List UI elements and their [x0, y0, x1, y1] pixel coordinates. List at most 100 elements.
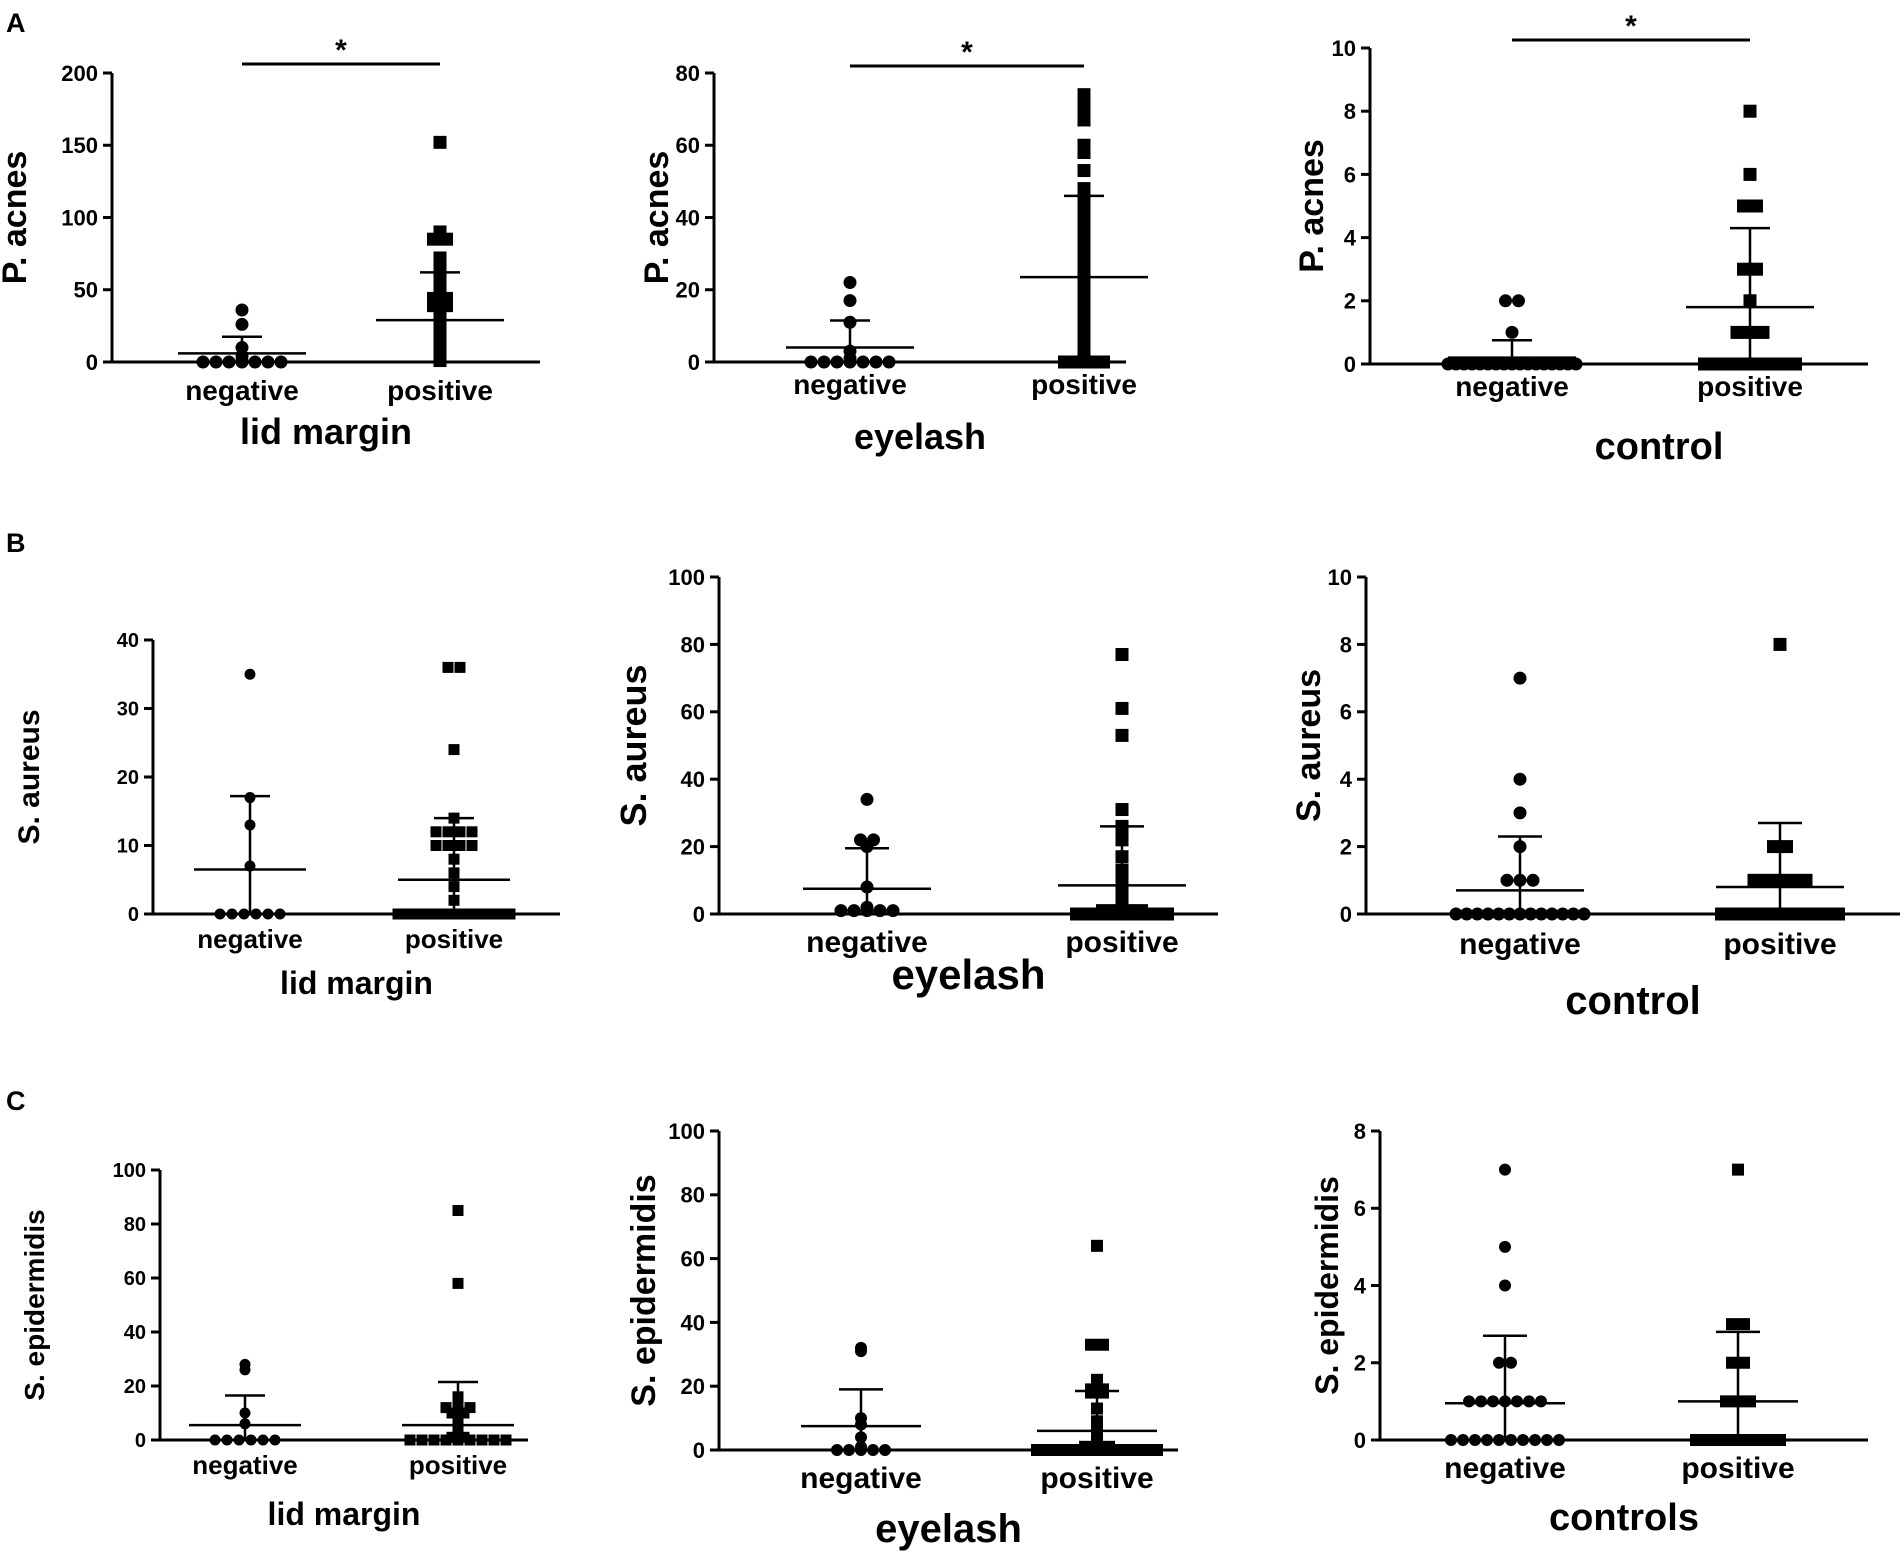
data-point — [831, 1444, 843, 1456]
y-tick-label: 60 — [124, 1268, 146, 1290]
data-point — [222, 355, 236, 369]
data-point — [442, 840, 454, 851]
x-tick-label-negative: negative — [806, 926, 928, 959]
data-point — [1505, 325, 1519, 339]
y-tick-label: 80 — [681, 632, 705, 657]
data-point — [1061, 1444, 1073, 1456]
data-point — [1732, 1163, 1744, 1176]
x-tick-label-negative: negative — [1459, 928, 1581, 961]
data-point — [1743, 104, 1757, 118]
data-point — [1081, 1444, 1093, 1456]
data-point — [1097, 1386, 1109, 1399]
data-point — [1077, 88, 1091, 102]
data-point — [1475, 1395, 1487, 1408]
data-point — [1569, 357, 1583, 371]
data-point — [1741, 907, 1754, 921]
data-point — [466, 840, 478, 851]
x-axis-title: eyelash — [891, 951, 1045, 998]
y-tick-label: 40 — [117, 630, 139, 652]
x-tick-label-negative: negative — [185, 375, 299, 406]
series-negative — [189, 1358, 301, 1446]
data-point — [1690, 1434, 1702, 1446]
data-point — [1513, 671, 1527, 685]
series-negative — [803, 792, 931, 918]
y-tick-label: 20 — [681, 1374, 705, 1399]
x-axis-title: eyelash — [854, 416, 986, 457]
data-point — [1724, 357, 1737, 371]
data-point — [239, 1364, 251, 1376]
panel-label-b: B — [6, 528, 26, 558]
data-point — [1500, 873, 1514, 887]
data-point — [1499, 1279, 1511, 1292]
data-point — [1786, 873, 1800, 887]
data-point — [1726, 1318, 1738, 1331]
y-tick-label: 0 — [1354, 1428, 1366, 1453]
y-tick-label: 20 — [681, 835, 705, 860]
data-point — [886, 904, 900, 918]
data-point — [454, 840, 466, 851]
data-point — [1774, 1434, 1786, 1446]
data-point — [1750, 1434, 1762, 1446]
x-axis-title: lid margin — [280, 965, 433, 1001]
series-positive — [1686, 104, 1814, 371]
y-tick-label: 80 — [681, 1183, 705, 1208]
y-tick-label: 0 — [693, 1438, 705, 1463]
significance-label: * — [1625, 10, 1637, 43]
x-axis-title: controls — [1549, 1497, 1699, 1539]
data-point — [442, 661, 454, 673]
data-point — [1767, 907, 1780, 921]
chart-b2: 0 20 40 60 80 100 S. aureus negative positive eye… — [613, 565, 1218, 998]
data-point — [404, 1434, 416, 1446]
data-point — [1566, 907, 1580, 921]
data-point — [1535, 1395, 1547, 1408]
data-point — [245, 1434, 257, 1446]
data-point — [1115, 728, 1129, 742]
series-positive — [392, 661, 516, 920]
data-point — [440, 1402, 452, 1414]
data-point — [867, 1444, 879, 1456]
data-point — [817, 355, 831, 369]
data-point — [452, 1277, 464, 1289]
y-axis-title: S. epidermidis — [19, 1209, 50, 1400]
data-point — [226, 908, 238, 920]
data-point — [235, 317, 249, 331]
data-point — [248, 355, 262, 369]
data-point — [1763, 357, 1776, 371]
y-axis-title: P. acnes — [1293, 139, 1331, 273]
data-point — [1097, 355, 1110, 369]
data-point — [464, 1402, 476, 1414]
x-tick-label-positive: positive — [405, 924, 503, 954]
data-point — [1780, 907, 1793, 921]
data-point — [1577, 907, 1591, 921]
y-tick-label: 2 — [1344, 289, 1356, 314]
data-point — [1517, 1434, 1529, 1446]
significance-label: * — [961, 36, 973, 69]
y-tick-label: 40 — [681, 767, 705, 792]
panel-label-c: C — [6, 1086, 26, 1116]
data-point — [418, 908, 430, 920]
y-tick-label: 0 — [693, 902, 705, 927]
x-tick-label-positive: positive — [1723, 928, 1836, 961]
data-point — [466, 826, 478, 838]
data-point — [461, 908, 473, 920]
data-point — [1754, 907, 1767, 921]
data-point — [274, 908, 286, 920]
y-tick-label: 40 — [676, 205, 700, 230]
data-point — [452, 1205, 464, 1216]
data-point — [1097, 1338, 1109, 1351]
data-point — [1750, 357, 1763, 371]
data-point — [1457, 1434, 1469, 1446]
y-tick-label: 60 — [676, 133, 700, 158]
x-tick-label-positive: positive — [409, 1450, 507, 1480]
data-point — [452, 908, 464, 920]
series-negative — [194, 668, 306, 920]
data-point — [1101, 1444, 1113, 1456]
y-tick-label: 100 — [61, 205, 98, 230]
data-point — [1091, 1239, 1103, 1252]
x-axis-title: lid margin — [240, 411, 412, 452]
data-point — [847, 904, 861, 918]
data-point — [448, 744, 460, 756]
y-axis-title: S. aureus — [13, 709, 46, 844]
data-point — [235, 303, 249, 317]
data-point — [1131, 1444, 1143, 1456]
